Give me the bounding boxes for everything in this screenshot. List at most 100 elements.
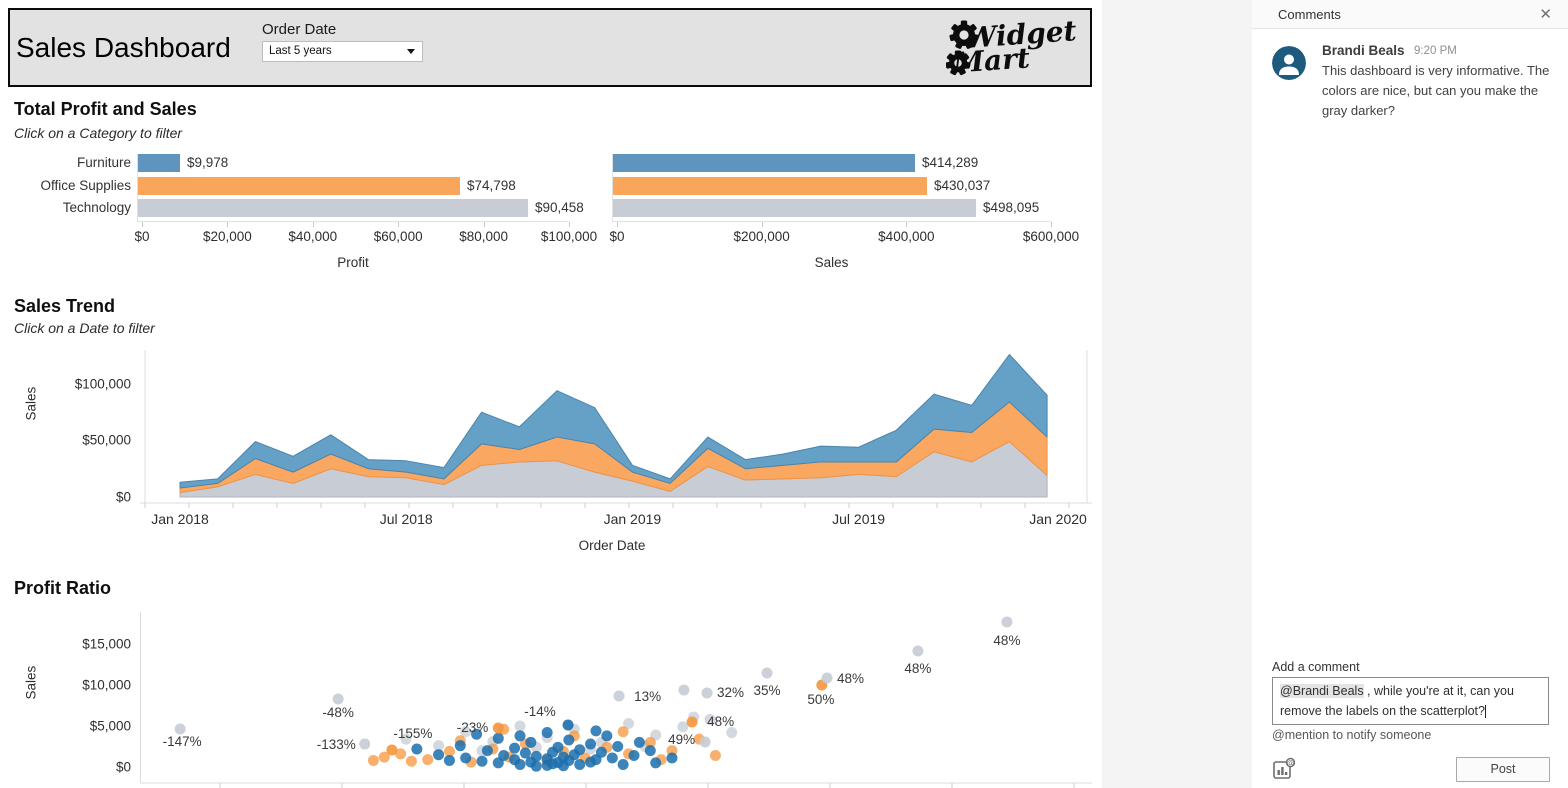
scatter-point-orange[interactable]	[378, 751, 390, 763]
category-label-office-supplies[interactable]: Office Supplies	[40, 178, 131, 193]
bar-technology-profit[interactable]	[137, 199, 528, 217]
scatter-point-blue[interactable]	[476, 755, 488, 767]
scatter-point-gray[interactable]	[704, 713, 716, 725]
sales-trend-chart[interactable]	[140, 345, 1092, 508]
comment-timestamp: 9:20 PM	[1414, 45, 1457, 57]
scatter-point-blue[interactable]	[601, 730, 613, 742]
bar-furniture-sales[interactable]	[612, 154, 915, 172]
bar-chart-baseline	[612, 221, 1051, 222]
scatter-point-gray[interactable]	[726, 727, 738, 739]
scatter-point-blue[interactable]	[644, 745, 656, 757]
scatter-point-gray[interactable]	[623, 718, 635, 730]
scatter-point-orange[interactable]	[367, 754, 379, 766]
scatter-point-gray[interactable]	[821, 672, 833, 684]
scatter-point-blue[interactable]	[454, 740, 466, 752]
scatter-point-orange[interactable]	[405, 755, 417, 767]
scatter-point-blue[interactable]	[628, 750, 640, 762]
scatter-point-blue[interactable]	[552, 741, 564, 753]
scatter-point-blue[interactable]	[509, 754, 521, 766]
axis-tick-mark	[227, 222, 229, 227]
scatter-point-blue[interactable]	[460, 752, 472, 764]
axis-tick-mark	[906, 222, 908, 227]
scatter-point-orange[interactable]	[644, 736, 656, 748]
scatter-point-blue[interactable]	[509, 742, 521, 754]
scatter-point-orange[interactable]	[422, 754, 434, 766]
scatter-point-blue[interactable]	[574, 759, 586, 771]
scatter-point-blue[interactable]	[633, 736, 645, 748]
scatter-point-orange[interactable]	[617, 726, 629, 738]
trend-x-tick: Jan 2019	[603, 511, 662, 527]
scatter-point-gray[interactable]	[400, 733, 412, 745]
post-button[interactable]: Post	[1456, 757, 1550, 782]
scatter-point-gray[interactable]	[460, 726, 472, 738]
scatter-point-orange[interactable]	[709, 750, 721, 762]
bar-furniture-profit[interactable]	[137, 154, 180, 172]
scatter-point-label: 48%	[837, 671, 864, 686]
axis-tick-mark	[312, 222, 314, 227]
scatter-point-blue[interactable]	[411, 743, 423, 755]
scatter-point-blue[interactable]	[617, 759, 629, 771]
bar-technology-sales[interactable]	[612, 199, 976, 217]
chevron-down-icon	[407, 49, 415, 54]
scatter-point-blue[interactable]	[595, 746, 607, 758]
scatter-point-blue[interactable]	[585, 738, 597, 750]
scatter-point-blue[interactable]	[481, 745, 493, 757]
scatter-point-blue[interactable]	[519, 747, 531, 759]
category-label-technology[interactable]: Technology	[62, 200, 131, 215]
comment-input[interactable]: @Brandi Beals , while you're at it, can …	[1272, 677, 1549, 725]
category-label-furniture[interactable]: Furniture	[76, 155, 131, 170]
scatter-point-gray[interactable]	[332, 693, 344, 705]
scatter-point-blue[interactable]	[590, 725, 602, 737]
dashboard-title: Sales Dashboard	[16, 32, 231, 63]
scatter-point-gray[interactable]	[1001, 616, 1013, 628]
scatter-point-blue[interactable]	[562, 719, 574, 731]
scatter-point-blue[interactable]	[443, 754, 455, 766]
scatter-point-blue[interactable]	[525, 736, 537, 748]
scatter-point-blue[interactable]	[530, 750, 542, 762]
order-date-dropdown[interactable]: Last 5 years	[262, 41, 423, 62]
scatter-point-orange[interactable]	[492, 722, 504, 734]
scatter-point-label: -133%	[317, 737, 356, 752]
scatter-point-gray[interactable]	[613, 690, 625, 702]
scatter-point-gray[interactable]	[912, 645, 924, 657]
scatter-point-blue[interactable]	[541, 727, 553, 739]
scatter-point-blue[interactable]	[574, 744, 586, 756]
bar-office-supplies-sales[interactable]	[612, 177, 927, 195]
comment-input-text: , while you're at it, can you remove the…	[1280, 684, 1514, 718]
scatter-point-gray[interactable]	[677, 721, 689, 733]
scatter-point-orange[interactable]	[386, 744, 398, 756]
scatter-y-tick: $15,000	[82, 636, 131, 652]
scatter-point-blue[interactable]	[666, 752, 678, 764]
scatter-point-blue[interactable]	[514, 730, 526, 742]
scatter-point-blue[interactable]	[557, 751, 569, 763]
scatter-point-gray[interactable]	[174, 723, 186, 735]
scatter-point-gray[interactable]	[433, 740, 445, 752]
scatter-point-gray[interactable]	[359, 738, 371, 750]
trend-y-tick: $100,000	[74, 376, 131, 392]
scatter-point-blue[interactable]	[563, 734, 575, 746]
scatter-point-blue[interactable]	[433, 749, 445, 761]
close-icon[interactable]: ✕	[1539, 6, 1552, 23]
scatter-point-blue[interactable]	[492, 732, 504, 744]
scatter-point-blue[interactable]	[471, 728, 483, 740]
profit-ratio-scatterplot[interactable]: -147%-48%-133%-155% -23%-14%13% 32% 35%50%4…	[140, 602, 1092, 788]
axis-tick-label: $80,000	[459, 229, 508, 244]
scatter-point-blue[interactable]	[612, 741, 624, 752]
bar-chart-axis	[612, 154, 613, 221]
scatter-point-orange[interactable]	[395, 748, 407, 760]
axis-tick-mark	[1051, 222, 1052, 227]
scatter-point-gray[interactable]	[678, 684, 690, 696]
bar-axis-title-sales: Sales	[814, 255, 849, 270]
scatter-point-gray[interactable]	[701, 687, 713, 699]
scatter-point-gray[interactable]	[514, 720, 526, 732]
scatter-point-blue[interactable]	[606, 752, 618, 764]
area-series-furniture[interactable]	[179, 353, 1048, 489]
scatter-point-orange[interactable]	[686, 716, 698, 728]
scatter-point-blue[interactable]	[650, 757, 662, 769]
snapshot-icon[interactable]: @	[1272, 757, 1296, 781]
scatter-point-gray[interactable]	[761, 667, 773, 679]
bar-office-supplies-profit[interactable]	[137, 177, 460, 195]
scatter-point-blue[interactable]	[498, 750, 510, 762]
scatter-point-gray[interactable]	[699, 736, 711, 748]
scatter-point-orange[interactable]	[443, 745, 455, 757]
